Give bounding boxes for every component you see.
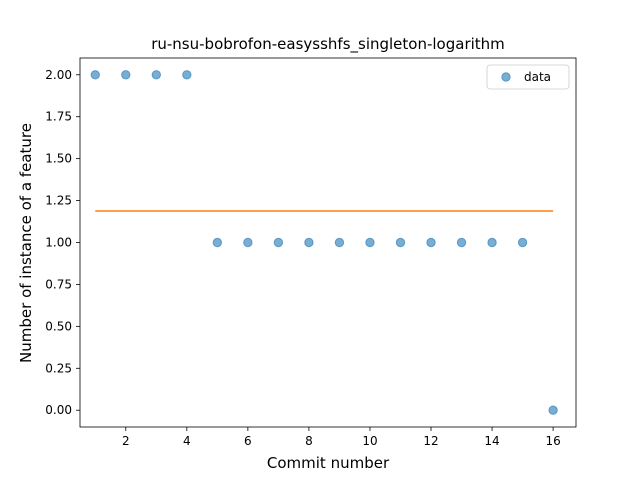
y-tick-label: 0.75 — [45, 277, 72, 291]
data-point — [335, 238, 343, 246]
x-tick-label: 2 — [122, 434, 130, 448]
y-tick-label: 0.25 — [45, 361, 72, 375]
x-tick-label: 10 — [362, 434, 377, 448]
data-point — [518, 238, 526, 246]
data-point — [366, 238, 374, 246]
data-point — [457, 238, 465, 246]
legend-label: data — [524, 70, 551, 84]
x-tick-label: 14 — [484, 434, 499, 448]
y-tick-label: 1.50 — [45, 152, 72, 166]
data-point — [427, 238, 435, 246]
chart-title: ru-nsu-bobrofon-easysshfs_singleton-loga… — [151, 35, 505, 54]
data-point — [305, 238, 313, 246]
x-axis-label: Commit number — [267, 454, 390, 472]
y-tick-label: 1.00 — [45, 236, 72, 250]
x-tick-label: 16 — [545, 434, 560, 448]
y-tick-label: 2.00 — [45, 68, 72, 82]
data-point — [122, 71, 130, 79]
legend-marker — [502, 73, 510, 81]
y-tick-label: 1.25 — [45, 194, 72, 208]
y-axis-label: Number of instance of a feature — [17, 123, 35, 363]
data-point — [244, 238, 252, 246]
data-point — [183, 71, 191, 79]
data-point — [91, 71, 99, 79]
x-tick-label: 4 — [183, 434, 191, 448]
x-tick-label: 8 — [305, 434, 313, 448]
y-tick-label: 0.50 — [45, 319, 72, 333]
data-point — [274, 238, 282, 246]
y-tick-label: 1.75 — [45, 110, 72, 124]
legend: data — [487, 65, 569, 89]
x-tick-label: 12 — [423, 434, 438, 448]
data-point — [396, 238, 404, 246]
data-point — [549, 406, 557, 414]
data-point — [213, 238, 221, 246]
y-tick-label: 0.00 — [45, 403, 72, 417]
data-point — [488, 238, 496, 246]
x-tick-label: 6 — [244, 434, 252, 448]
data-point — [152, 71, 160, 79]
